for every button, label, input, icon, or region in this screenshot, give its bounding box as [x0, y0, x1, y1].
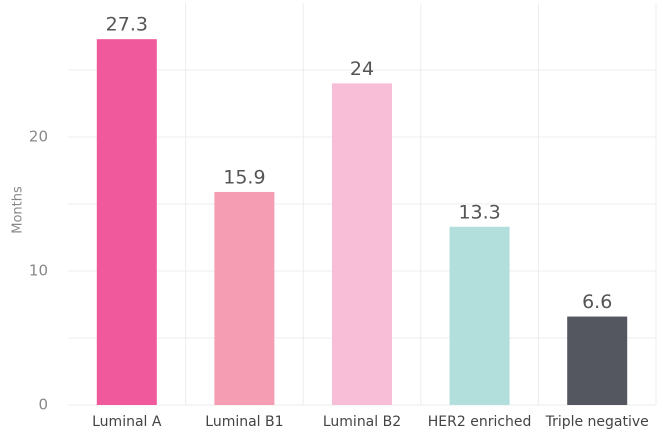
x-tick-label: Luminal A: [92, 414, 162, 430]
data-label: 13.3: [458, 201, 500, 223]
bar: [214, 191, 275, 405]
y-tick-label: 10: [29, 262, 48, 280]
x-tick-label: Triple negative: [545, 414, 649, 430]
x-tick-label: Luminal B2: [323, 414, 401, 430]
data-label: 6.6: [582, 291, 612, 313]
y-axis-label: Months: [11, 186, 26, 234]
x-tick-label: HER2 enriched: [428, 414, 532, 430]
bar: [567, 316, 628, 405]
data-label: 24: [350, 58, 374, 80]
bar: [332, 83, 392, 406]
y-tick-label: 0: [38, 396, 48, 414]
bar: [96, 39, 157, 406]
x-tick-label: Luminal B1: [205, 414, 283, 430]
bar: [449, 226, 510, 405]
data-label: 15.9: [223, 166, 265, 188]
data-label: 27.3: [106, 14, 148, 36]
y-tick-label: 20: [29, 128, 48, 146]
